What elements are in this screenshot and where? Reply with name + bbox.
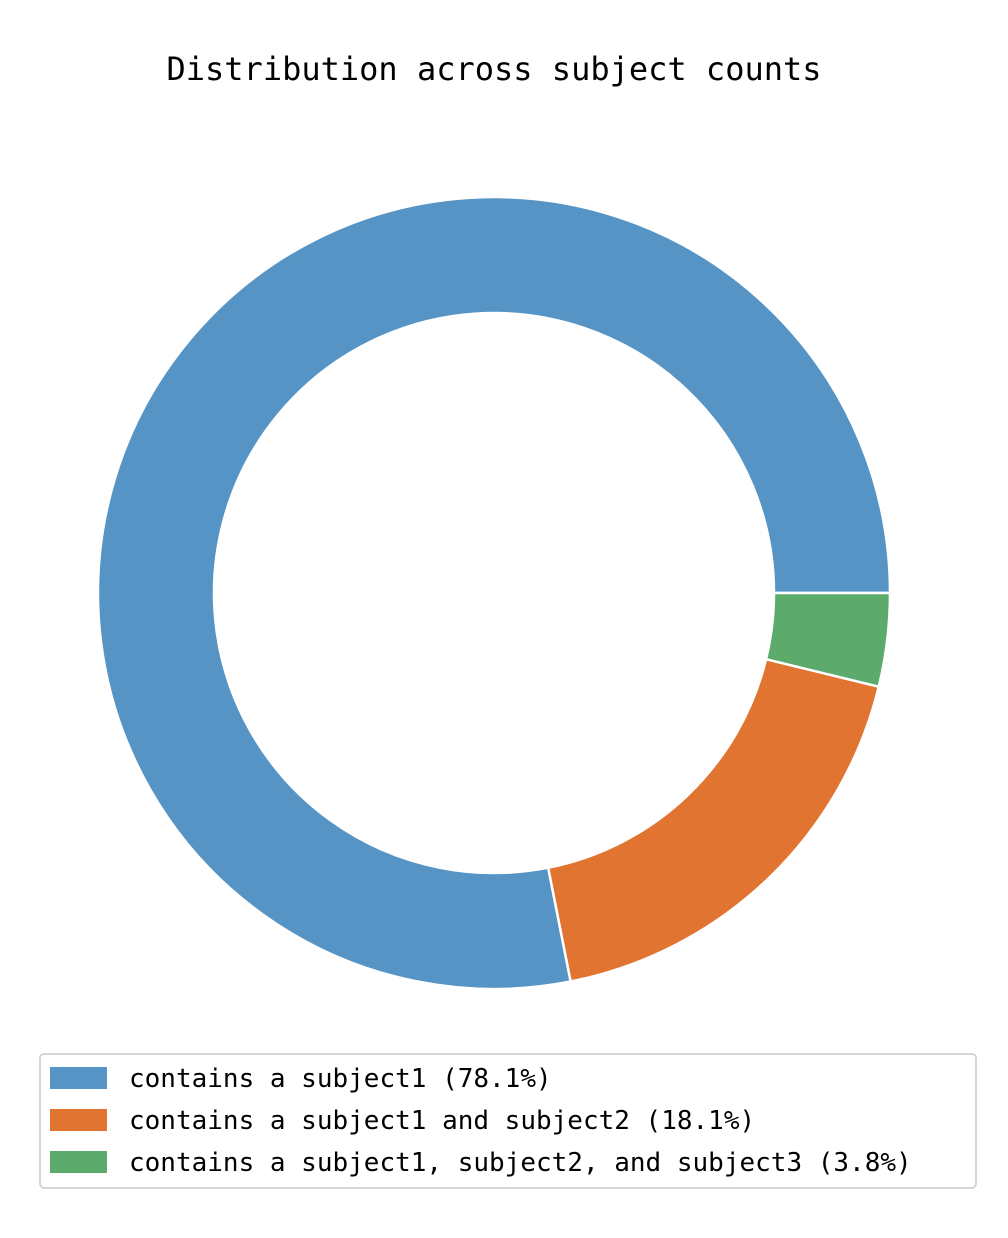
slices-group	[96, 195, 892, 991]
legend-label-2: contains a subject1 and subject2 (18.1%)	[129, 1106, 755, 1136]
legend-label-3: contains a subject1, subject2, and subje…	[129, 1148, 912, 1178]
legend-swatch-3	[50, 1151, 107, 1173]
donut-slice-3	[764, 591, 892, 688]
donut-slice-2	[546, 657, 881, 983]
legend-swatch-2	[50, 1109, 107, 1131]
legend-label-1: contains a subject1 (78.1%)	[129, 1064, 552, 1094]
legend-swatch-1	[50, 1067, 107, 1089]
legend-entries: contains a subject1 (78.1%) contains a su…	[50, 1064, 912, 1178]
legend: contains a subject1 (78.1%) contains a su…	[39, 1053, 977, 1189]
legend-frame	[39, 1053, 977, 1189]
donut-slice-1	[96, 195, 892, 991]
chart-title: Distribution across subject counts	[166, 50, 821, 88]
